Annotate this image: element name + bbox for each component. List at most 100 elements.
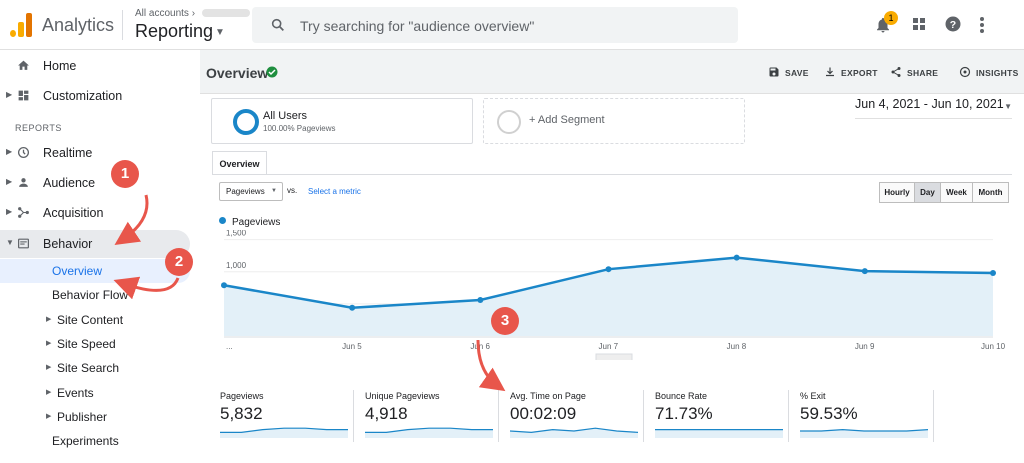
tab-overview[interactable]: Overview — [212, 151, 267, 175]
account-breadcrumb[interactable]: All accounts › — [135, 8, 250, 19]
home-icon — [18, 60, 29, 70]
empty-segment-ring-icon — [497, 110, 521, 134]
svg-text:?: ? — [950, 19, 956, 31]
segment-ring-icon — [233, 109, 259, 135]
callout-1: 1 — [111, 160, 139, 188]
x-tick-label: Jun 10 — [981, 342, 1006, 351]
stat-unique-pageviews[interactable]: Unique Pageviews 4,918 — [359, 386, 499, 446]
analytics-logo[interactable] — [10, 13, 32, 37]
report-header: Overview SAVE EXPORT SHARE INSIGHTS — [200, 50, 1024, 94]
expand-arrow-icon: ▶ — [6, 147, 13, 156]
stat-name: Avg. Time on Page — [510, 391, 586, 401]
share-button[interactable]: SHARE — [891, 67, 938, 78]
metric-dropdown-value: Pageviews — [226, 187, 265, 196]
granularity-hourly[interactable]: Hourly — [879, 182, 915, 203]
x-tick-label: Jun 8 — [727, 342, 747, 351]
save-button[interactable]: SAVE — [769, 67, 809, 78]
account-label: All accounts — [135, 8, 189, 19]
sidebar-item-site-search[interactable]: ▶ Site Search — [0, 356, 190, 380]
sidebar-item-site-content[interactable]: ▶ Site Content — [0, 308, 190, 332]
data-point — [349, 304, 356, 311]
add-segment-button[interactable]: + Add Segment — [483, 98, 745, 144]
sidebar-item-home[interactable]: Home — [0, 52, 190, 80]
expand-arrow-icon: ▶ — [46, 316, 52, 323]
sidebar-item-realtime[interactable]: ▶ Realtime — [0, 139, 190, 167]
clock-icon — [17, 146, 30, 159]
sidebar-item-overview[interactable]: Overview — [0, 259, 190, 283]
segment-all-users[interactable]: All Users 100.00% Pageviews — [211, 98, 473, 144]
property-selector[interactable]: Reporting ▼ — [135, 21, 225, 42]
help-icon[interactable]: ? — [944, 15, 962, 33]
report-main: Overview SAVE EXPORT SHARE INSIGHTS All … — [200, 50, 1024, 463]
select-metric-link[interactable]: Select a metric — [308, 187, 361, 196]
data-point — [221, 282, 227, 289]
sidebar-item-label: Site Speed — [57, 337, 116, 351]
apps-grid-icon[interactable] — [912, 17, 926, 31]
expand-arrow-icon: ▶ — [46, 389, 52, 396]
expand-arrow-icon: ▶ — [46, 364, 52, 371]
sidebar-item-customization[interactable]: ▶ Customization — [0, 82, 190, 110]
export-icon — [826, 67, 834, 77]
sidebar-item-publisher[interactable]: ▶ Publisher — [0, 405, 190, 429]
divider — [122, 10, 123, 40]
insights-button[interactable]: INSIGHTS — [959, 66, 1019, 78]
divider — [788, 390, 789, 442]
data-point — [990, 270, 996, 277]
sidebar-item-label: Behavior — [43, 237, 93, 251]
notification-badge: 1 — [884, 11, 898, 25]
stat-value: 4,918 — [365, 404, 408, 423]
data-point — [605, 266, 612, 273]
granularity-week[interactable]: Week — [940, 182, 973, 203]
sidebar-item-audience[interactable]: ▶ Audience — [0, 169, 190, 197]
sidebar-item-label: Audience — [43, 176, 96, 190]
divider — [933, 390, 934, 442]
insights-label: INSIGHTS — [976, 68, 1019, 78]
sidebar-item-label: Events — [57, 386, 94, 400]
sparkline-line — [365, 427, 493, 433]
series-area — [224, 257, 993, 336]
expand-arrow-icon: ▶ — [46, 413, 52, 420]
stat-name: Bounce Rate — [655, 391, 708, 401]
sparkline — [220, 427, 348, 438]
x-tick-label: Jun 5 — [342, 342, 362, 351]
sidebar-item-label: Publisher — [57, 410, 108, 424]
x-tick-label: Jun 9 — [855, 342, 875, 351]
sidebar-item-label: Realtime — [43, 146, 93, 160]
page-title: Overview — [206, 65, 269, 81]
granularity-month[interactable]: Month — [972, 182, 1009, 203]
date-range-picker[interactable]: Jun 4, 2021 - Jun 10, 2021 ▼ — [855, 97, 1012, 119]
sparkline — [800, 428, 928, 438]
stat-pageviews[interactable]: Pageviews 5,832 — [214, 386, 354, 446]
search-icon — [271, 18, 284, 31]
redacted-account-name — [201, 9, 250, 18]
export-button[interactable]: EXPORT — [826, 67, 878, 78]
sidebar-item-behavior-flow[interactable]: Behavior Flow — [0, 283, 190, 307]
tab-divider — [212, 174, 1012, 175]
metric-dropdown[interactable]: Pageviews ▼ — [219, 182, 283, 201]
stat-name: % Exit — [800, 391, 826, 401]
dashboard-icon — [18, 90, 29, 101]
stat-exit-rate[interactable]: % Exit 59.53% — [794, 386, 934, 446]
stat-avg-time-on-page[interactable]: Avg. Time on Page 00:02:09 — [504, 386, 644, 446]
sidebar-item-events[interactable]: ▶ Events — [0, 381, 190, 405]
insights-icon — [959, 66, 971, 78]
sidebar: Home ▶ Customization REPORTS ▶ Realtime … — [0, 50, 200, 463]
sidebar-item-behavior[interactable]: ▼ Behavior — [0, 230, 190, 258]
granularity-day[interactable]: Day — [914, 182, 941, 203]
search-bar[interactable]: Try searching for "audience overview" — [252, 7, 738, 43]
y-tick-label: 1,000 — [226, 261, 247, 270]
sidebar-item-acquisition[interactable]: ▶ Acquisition — [0, 199, 190, 227]
more-vert-icon[interactable] — [979, 16, 985, 34]
stat-name: Unique Pageviews — [365, 391, 440, 401]
data-point — [733, 254, 740, 261]
sidebar-item-experiments[interactable]: Experiments — [0, 429, 190, 453]
callout-2: 2 — [165, 248, 193, 276]
x-tick-label: Jun 6 — [470, 342, 490, 351]
sidebar-item-site-speed[interactable]: ▶ Site Speed — [0, 332, 190, 356]
add-segment-label: + Add Segment — [529, 114, 605, 126]
app-name: Analytics — [42, 15, 115, 35]
data-point — [477, 297, 484, 304]
stat-bounce-rate[interactable]: Bounce Rate 71.73% — [649, 386, 789, 446]
sparkline-area — [365, 428, 493, 438]
